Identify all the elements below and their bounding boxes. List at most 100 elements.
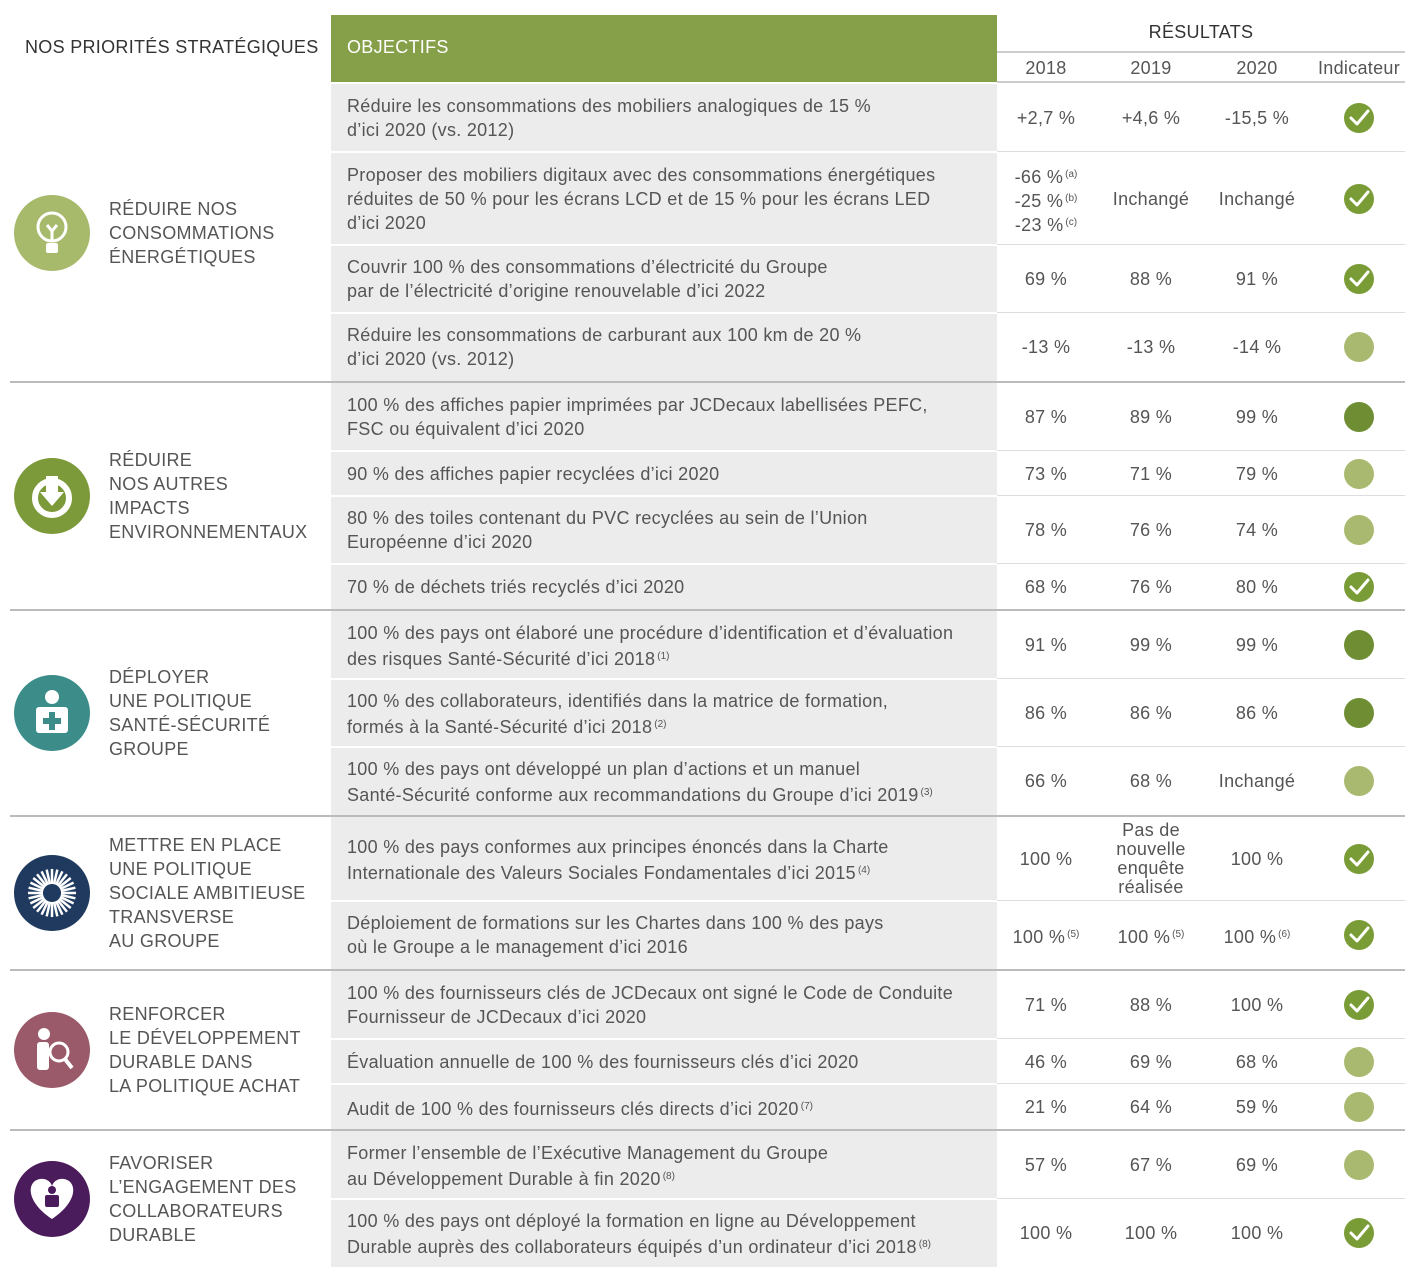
indicator-check: [1344, 571, 1374, 602]
footnote: (2): [654, 719, 667, 730]
cell-text: nouvelle: [1116, 839, 1186, 859]
cell-text: 100 %: [1124, 1223, 1178, 1243]
row-rule: [331, 495, 997, 497]
cell-text: -13 %: [1021, 337, 1071, 357]
row-rule: [331, 312, 997, 314]
indicator-check: [1344, 990, 1374, 1020]
priority-label: RENFORCER: [109, 1004, 226, 1024]
row-rule: [331, 1198, 997, 1200]
indicator-light: [1344, 1150, 1374, 1180]
priority-label: SANTÉ-SÉCURITÉ: [109, 715, 271, 735]
objective-line: Réduire les consommations des mobiliers …: [347, 96, 871, 116]
objective-bg: [331, 383, 997, 451]
indicator-check: [1344, 103, 1374, 133]
objective-line: Durable auprès des collaborateurs équipé…: [347, 1237, 931, 1257]
cell-text: -25 % (b): [986, 187, 1106, 213]
objective-line: Européenne d’ici 2020: [347, 532, 533, 552]
footnote: (c): [1065, 216, 1078, 228]
objective-line: Déploiement de formations sur les Charte…: [347, 913, 884, 933]
cell-text: 69 %: [1129, 1051, 1173, 1072]
priority-label: CONSOMMATIONS: [109, 222, 275, 243]
row-rule: [997, 495, 1405, 496]
objective-bg: [331, 1199, 997, 1267]
cell-value: -23 %: [1014, 214, 1064, 235]
row-rule: [997, 900, 1405, 901]
row-rule: [331, 746, 997, 748]
cell-text: 100 %: [1019, 1223, 1073, 1243]
objective-line: FSC ou équivalent d’ici 2020: [347, 419, 585, 439]
cell-value: 100 %: [1117, 927, 1171, 947]
objective-bg: [331, 747, 997, 815]
row-rule: [997, 746, 1405, 747]
cell-text: 46 %: [1024, 1051, 1068, 1072]
section-rule: [10, 381, 1405, 383]
objective-line: 100 % des pays conformes aux principes é…: [347, 837, 889, 857]
cell-text: 69 %: [1024, 269, 1068, 289]
priority-icon: [14, 1012, 90, 1088]
objective-line: Évaluation annuelle de 100 % des fournis…: [347, 1051, 859, 1072]
priority-icon: [14, 1161, 90, 1237]
cell-text: 100 %: [1019, 849, 1073, 869]
objective-line: d’ici 2020: [347, 212, 427, 233]
priority-label: FAVORISER: [109, 1153, 214, 1173]
footnote: (8): [918, 1239, 931, 1250]
priority-label: UNE POLITIQUE: [109, 859, 252, 879]
objective-line: 100 % des affiches papier imprimées par …: [347, 395, 928, 415]
priority-icon: [14, 675, 90, 751]
cell-text: 71 %: [1024, 995, 1068, 1015]
objective-bg: [331, 1039, 997, 1084]
objective-bg: [331, 496, 997, 564]
objective-line: Internationale des Valeurs Sociales Fond…: [347, 863, 871, 883]
row-rule: [331, 900, 997, 902]
objective-bg: [331, 1084, 997, 1129]
indicator-dark: [1344, 630, 1374, 660]
cell-text: 76 %: [1129, 576, 1173, 597]
objective-line: des risques Santé-Sécurité d’ici 2018 (1): [347, 649, 670, 669]
indicator-light: [1344, 1091, 1374, 1122]
objective-line: Santé-Sécurité conforme aux recommandati…: [347, 785, 933, 805]
cell-text: 68 %: [1024, 576, 1068, 597]
cell-text: 100 % (5): [1091, 923, 1211, 949]
priority-label: AU GROUPE: [109, 931, 220, 951]
row-rule: [331, 678, 997, 680]
objective-line: 100 % des pays ont élaboré une procédure…: [347, 623, 954, 643]
row-rule: [997, 312, 1405, 313]
footnote: (1): [657, 651, 670, 662]
objective-line: Fournisseur de JCDecaux d’ici 2020: [347, 1007, 647, 1027]
footnote: (8): [662, 1171, 675, 1182]
objective-line: 80 % des toiles contenant du PVC recyclé…: [347, 508, 868, 528]
header-rule: [997, 51, 1405, 53]
cell-text: 68 %: [1235, 1051, 1279, 1072]
row-rule: [331, 151, 997, 153]
cell-text: +2,7 %: [1016, 108, 1076, 128]
cell-text: 57 %: [1024, 1155, 1068, 1175]
row-rule: [331, 450, 997, 452]
row-rule: [997, 151, 1405, 152]
objective-bg: [331, 451, 997, 496]
row-rule: [997, 1083, 1405, 1084]
priority-icon: [14, 855, 90, 931]
objective-line: réduites de 50 % pour les écrans LCD et …: [347, 188, 931, 209]
priority-label: COLLABORATEURS: [109, 1201, 283, 1221]
objective-line: Proposer des mobiliers digitaux avec des…: [347, 164, 936, 185]
cell-text: 100 %: [1230, 849, 1284, 869]
objective-line: Former l’ensemble de l’Exécutive Managem…: [347, 1143, 829, 1163]
row-rule: [997, 1198, 1405, 1199]
priority-label: DÉPLOYER: [109, 667, 210, 687]
header-results: RÉSULTATS: [1148, 22, 1254, 42]
header-indicator: Indicateur: [1317, 58, 1401, 78]
header-objectives: OBJECTIFS: [347, 37, 449, 57]
cell-text: enquête: [1117, 858, 1185, 878]
objective-bg: [331, 611, 997, 679]
objective-bg: [331, 679, 997, 747]
cell-text: Inchangé: [1218, 771, 1296, 791]
cell-text: 73 %: [1024, 463, 1068, 484]
header-year: 2018: [1025, 58, 1067, 78]
objective-line: Couvrir 100 % des consommations d’électr…: [347, 257, 828, 277]
section-rule: [10, 815, 1405, 817]
objective-bg: [331, 84, 997, 152]
cell-text: 71 %: [1129, 463, 1173, 484]
cell-text: 100 % (6): [1197, 923, 1317, 949]
header-priorities: NOS PRIORITÉS STRATÉGIQUES: [25, 37, 319, 57]
row-rule: [331, 1083, 997, 1085]
